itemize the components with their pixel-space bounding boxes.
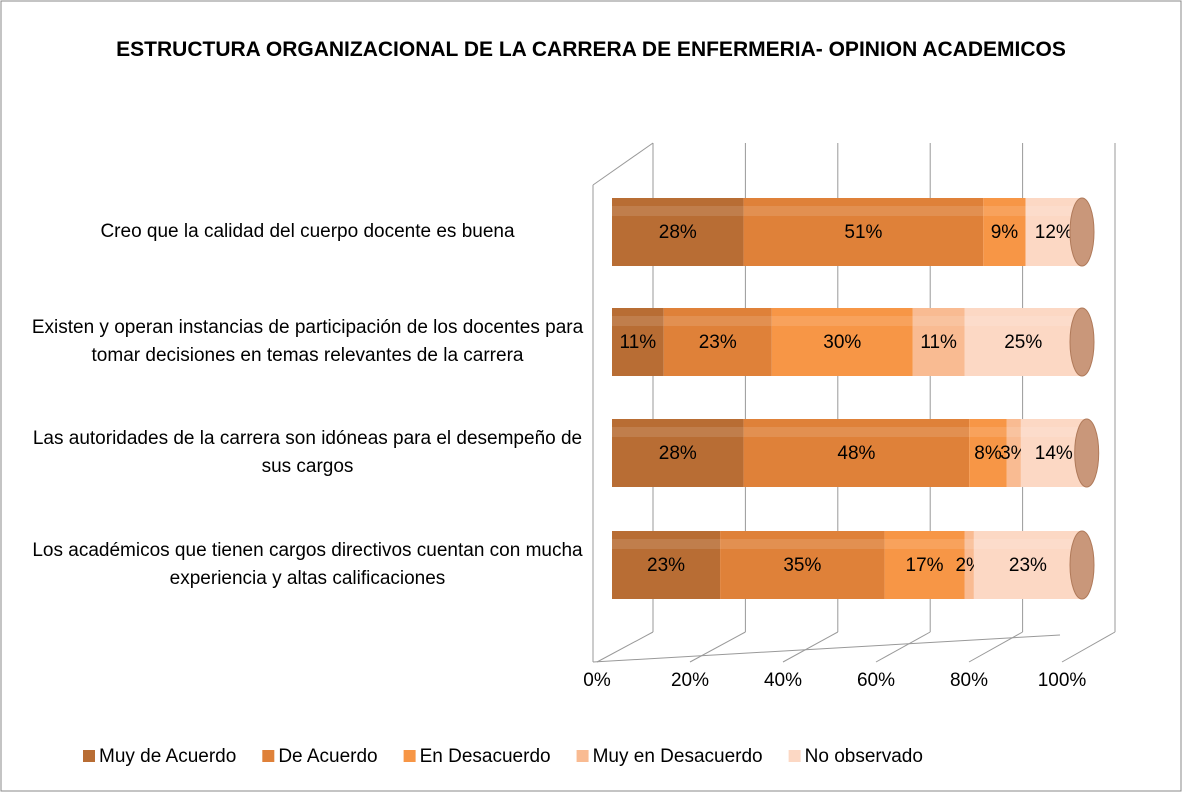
bar-end <box>1069 307 1095 377</box>
data-label: 25% <box>1004 332 1042 353</box>
data-label: 28% <box>659 222 697 243</box>
legend-swatch <box>576 750 589 762</box>
bar-highlight <box>612 316 664 326</box>
bar-highlight <box>612 427 744 437</box>
data-label: 11% <box>620 332 657 353</box>
bar-segment <box>973 531 1082 599</box>
grid-line <box>1061 631 1116 663</box>
bar-highlight <box>983 206 1026 216</box>
legend-swatch <box>83 750 95 762</box>
bar-segment <box>983 198 1026 266</box>
bar-segment <box>612 308 664 376</box>
data-label: 17% <box>906 555 944 576</box>
x-tick-label: 20% <box>671 670 709 691</box>
data-label: 12% <box>1035 222 1073 243</box>
bar-segment <box>969 419 1007 487</box>
x-tick-label: 100% <box>1038 670 1087 691</box>
bar-highlight <box>1020 427 1087 437</box>
bar-segment <box>612 198 744 266</box>
category-label: Los académicos que tienen cargos directi… <box>32 540 583 589</box>
bar-segment <box>612 531 721 599</box>
data-label: 51% <box>844 222 882 243</box>
bar-segment <box>720 531 885 599</box>
data-label: 48% <box>837 443 875 464</box>
legend-swatch <box>788 750 801 762</box>
data-label: 30% <box>823 332 861 353</box>
bar-highlight <box>969 427 1007 437</box>
category-label: Las autoridades de la carrera son idónea… <box>32 428 583 477</box>
data-label: 9% <box>991 222 1019 243</box>
bar-segment <box>612 419 744 487</box>
data-label: 28% <box>659 443 697 464</box>
bar-highlight <box>964 539 974 549</box>
bar-segment <box>1006 419 1021 487</box>
data-label: 23% <box>699 332 737 353</box>
bar-segment <box>964 531 974 599</box>
grid-line <box>968 631 1023 663</box>
bar-segment <box>964 308 1082 376</box>
bar-segment <box>663 308 772 376</box>
category-label: Existen y operan instancias de participa… <box>31 317 584 366</box>
data-label: 23% <box>1009 555 1047 576</box>
data-label: 8% <box>974 443 1002 464</box>
legend-label: De Acuerdo <box>278 746 377 767</box>
bar-highlight <box>720 539 885 549</box>
bar-highlight <box>663 316 772 326</box>
x-tick-label: 0% <box>583 670 611 691</box>
bar-highlight <box>612 206 744 216</box>
bar-segment <box>743 198 984 266</box>
data-label: 14% <box>1035 443 1073 464</box>
grid-line <box>689 631 746 663</box>
bar-highlight <box>771 316 913 326</box>
grid-line <box>782 631 839 663</box>
bar-segment <box>912 308 965 376</box>
bar-highlight <box>743 206 984 216</box>
bar-highlight <box>612 539 721 549</box>
bar-end <box>1069 197 1095 267</box>
legend-label: Muy de Acuerdo <box>99 746 236 767</box>
x-tick-label: 80% <box>950 670 988 691</box>
legend-label: Muy en Desacuerdo <box>593 746 763 767</box>
legend-label: En Desacuerdo <box>420 746 551 767</box>
bar-highlight <box>1025 206 1082 216</box>
x-tick-label: 60% <box>857 670 895 691</box>
bar-segment <box>771 308 913 376</box>
bar-highlight <box>964 316 1082 326</box>
bar-highlight <box>743 427 970 437</box>
chart-title: ESTRUCTURA ORGANIZACIONAL DE LA CARRERA … <box>116 38 1066 61</box>
legend-swatch <box>262 750 275 762</box>
data-label: 23% <box>647 555 685 576</box>
bar-highlight <box>973 539 1082 549</box>
floor-edge <box>592 634 1061 663</box>
category-label: Creo que la calidad del cuerpo docente e… <box>100 221 515 242</box>
bar-segment <box>884 531 965 599</box>
bar-highlight <box>884 539 965 549</box>
data-label: 35% <box>783 555 821 576</box>
legend-label: No observado <box>805 746 923 767</box>
bar-end <box>1069 530 1095 600</box>
bar-segment <box>743 419 970 487</box>
data-label: 3% <box>1000 443 1028 464</box>
x-tick-label: 40% <box>764 670 802 691</box>
grid-line <box>596 631 654 663</box>
bar-highlight <box>1006 427 1021 437</box>
data-label: 11% <box>920 332 957 353</box>
legend-swatch <box>403 750 416 762</box>
wall-edge <box>592 142 654 186</box>
grid-line <box>875 631 931 663</box>
bar-highlight <box>912 316 965 326</box>
bar-end <box>1074 418 1100 488</box>
